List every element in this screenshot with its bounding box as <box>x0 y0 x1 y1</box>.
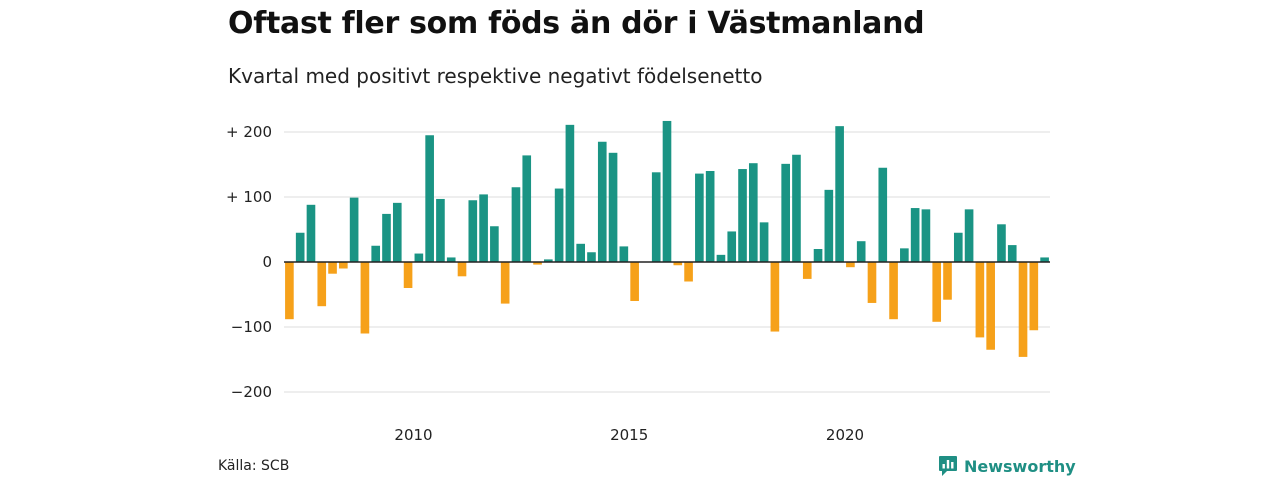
bar-negative <box>1018 262 1028 357</box>
brand-name: Newsworthy <box>964 456 1076 476</box>
bar-positive <box>522 155 532 262</box>
bar-negative <box>285 262 294 320</box>
bar-positive <box>479 194 488 262</box>
bar-negative <box>317 262 327 307</box>
source-note: Källa: SCB <box>218 458 290 474</box>
bar-positive <box>1040 257 1049 262</box>
bar-positive <box>813 249 823 262</box>
bar-positive <box>446 257 456 262</box>
bar-negative <box>975 262 985 338</box>
bar-positive <box>651 172 661 262</box>
bar-positive <box>835 126 844 263</box>
bar-positive <box>468 200 478 262</box>
bar-positive <box>425 135 434 262</box>
bar-positive <box>716 254 726 262</box>
bar-positive <box>997 224 1006 262</box>
bar-positive <box>349 197 359 262</box>
y-tick-label: −100 <box>231 318 272 336</box>
bar-positive <box>964 209 974 262</box>
bar-positive <box>921 209 931 262</box>
bar-positive <box>856 241 866 262</box>
bar-positive <box>695 173 704 262</box>
bar-negative <box>986 262 995 350</box>
y-tick-label: + 200 <box>226 123 272 141</box>
bar-positive <box>392 202 402 262</box>
bar-positive <box>554 188 564 262</box>
x-tick-label: 2010 <box>394 426 432 444</box>
bar-positive <box>781 163 790 262</box>
bars-layer <box>285 120 1049 357</box>
bar-negative <box>339 262 348 269</box>
y-tick-label: −200 <box>231 383 272 401</box>
bar-negative <box>770 262 780 332</box>
bar-positive <box>1007 245 1017 262</box>
bar-positive <box>414 253 424 262</box>
bar-positive <box>738 169 747 262</box>
bar-positive <box>382 213 391 262</box>
bar-positive <box>727 231 737 262</box>
bar-positive <box>587 252 596 262</box>
bar-negative <box>673 262 683 266</box>
bar-negative <box>630 262 639 301</box>
bar-positive <box>306 204 316 262</box>
bar-positive <box>759 222 769 262</box>
bar-positive <box>490 226 499 262</box>
bar-positive <box>792 154 801 262</box>
bar-positive <box>608 152 618 262</box>
bar-positive <box>371 245 381 262</box>
bar-positive <box>878 167 888 262</box>
bar-negative <box>943 262 952 300</box>
bar-positive <box>900 248 909 262</box>
newsworthy-logo-icon <box>939 456 957 476</box>
bar-negative <box>889 262 898 320</box>
bar-positive <box>511 187 521 262</box>
x-tick-label: 2015 <box>610 426 648 444</box>
bar-positive <box>597 141 607 262</box>
bar-positive <box>824 189 834 262</box>
bar-positive <box>295 232 305 262</box>
brand-logo: Newsworthy <box>938 455 1076 477</box>
chart-title: Oftast fler som föds än dör i Västmanlan… <box>228 6 925 41</box>
bar-negative <box>932 262 942 322</box>
bar-negative <box>684 262 693 282</box>
axis-layer: + 200 + 100 0 −100 −200 2010 2015 2020 <box>226 123 1050 444</box>
bar-negative <box>533 262 542 265</box>
chart-subtitle: Kvartal med positivt respektive negativt… <box>228 64 763 88</box>
bar-positive <box>705 171 715 262</box>
bar-negative <box>802 262 812 279</box>
bar-positive <box>436 198 445 262</box>
y-tick-label: 0 <box>262 253 272 271</box>
bar-negative <box>867 262 877 303</box>
bar-positive <box>953 232 963 262</box>
bar-negative <box>457 262 467 277</box>
bar-positive <box>619 246 629 262</box>
bar-positive <box>544 259 553 262</box>
bar-negative <box>1029 262 1039 331</box>
bar-positive <box>910 208 920 262</box>
bar-negative <box>846 262 855 268</box>
bar-positive <box>565 124 575 262</box>
y-tick-label: + 100 <box>226 188 272 206</box>
x-tick-label: 2020 <box>826 426 864 444</box>
bar-negative <box>500 262 510 304</box>
bar-negative <box>328 262 337 274</box>
bar-positive <box>662 120 672 262</box>
bar-positive <box>576 243 585 262</box>
bar-negative <box>360 262 370 334</box>
bar-negative <box>403 262 413 288</box>
bar-positive <box>748 163 758 262</box>
